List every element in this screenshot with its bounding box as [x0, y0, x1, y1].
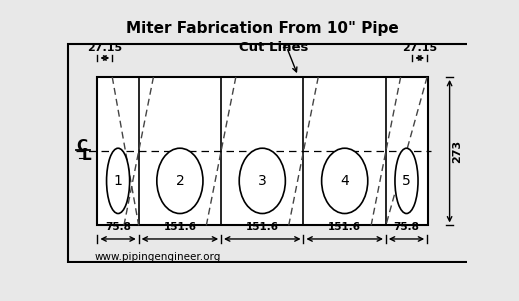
- Text: 1: 1: [114, 174, 122, 188]
- Text: 75.8: 75.8: [105, 222, 131, 232]
- Text: 75.8: 75.8: [393, 222, 419, 232]
- Text: 5: 5: [402, 174, 411, 188]
- Text: Cut Lines: Cut Lines: [239, 41, 308, 54]
- Text: L: L: [82, 148, 91, 163]
- Text: 27.15: 27.15: [87, 43, 122, 53]
- Ellipse shape: [395, 148, 418, 213]
- Text: 151.6: 151.6: [328, 222, 361, 232]
- Ellipse shape: [106, 148, 130, 213]
- Ellipse shape: [157, 148, 203, 213]
- Text: 273: 273: [452, 140, 462, 163]
- Text: www.pipingengineer.org: www.pipingengineer.org: [95, 252, 221, 262]
- Text: 3: 3: [258, 174, 267, 188]
- Ellipse shape: [322, 148, 368, 213]
- Text: C: C: [77, 139, 88, 154]
- Text: 27.15: 27.15: [402, 43, 438, 53]
- Ellipse shape: [239, 148, 285, 213]
- Text: Miter Fabrication From 10" Pipe: Miter Fabrication From 10" Pipe: [126, 20, 399, 36]
- Text: 2: 2: [175, 174, 184, 188]
- Text: 151.6: 151.6: [163, 222, 196, 232]
- Text: 4: 4: [340, 174, 349, 188]
- Text: 151.6: 151.6: [246, 222, 279, 232]
- Bar: [98, 77, 428, 225]
